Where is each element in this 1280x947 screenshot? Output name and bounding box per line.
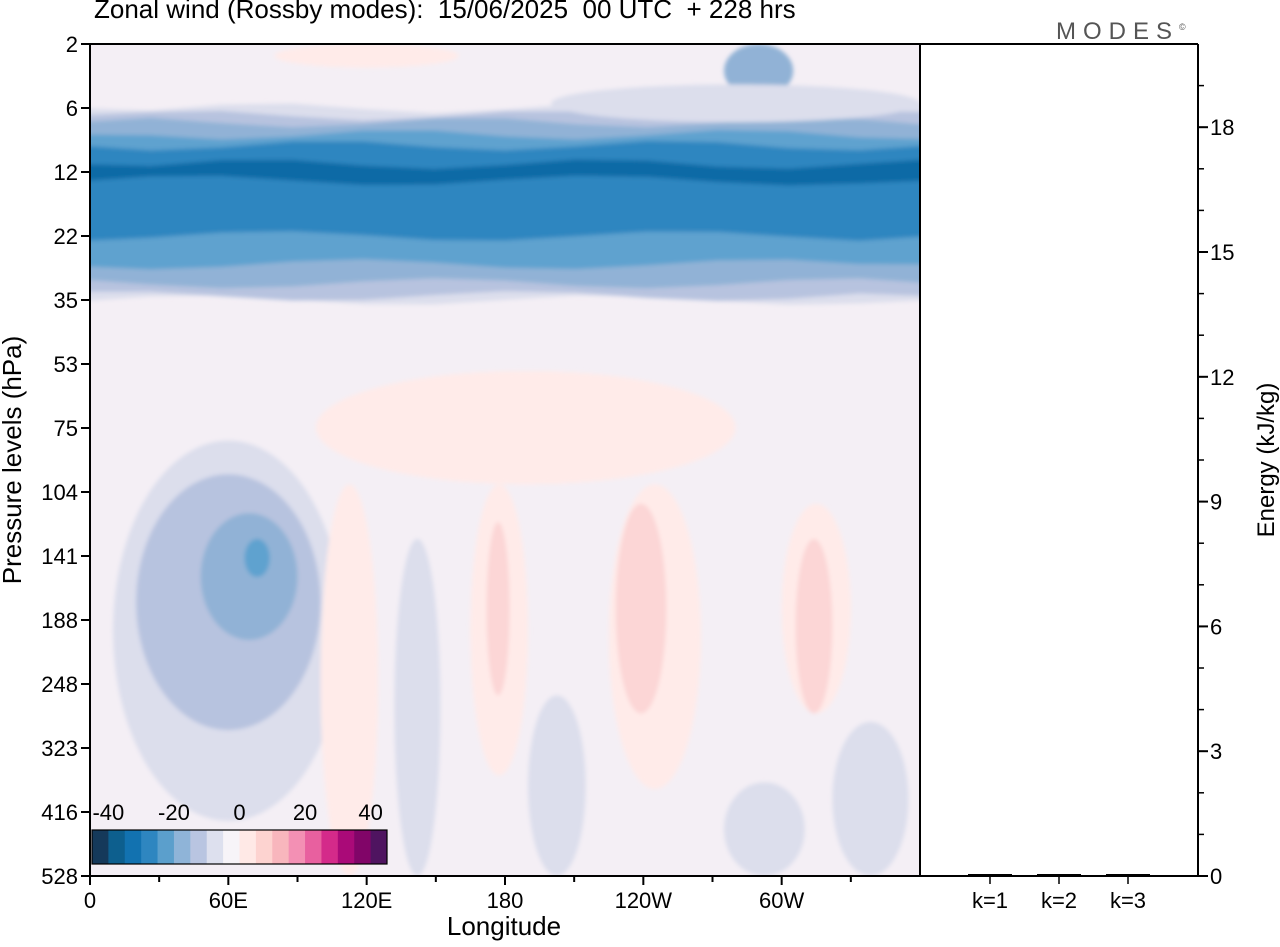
colorbar-swatch	[288, 830, 306, 864]
contour-region-neg5	[551, 84, 920, 123]
energy-bar-k2	[1037, 874, 1081, 876]
colorbar-tick-label: -20	[158, 800, 190, 825]
modes-logo: MODES©	[1056, 18, 1186, 46]
colorbar-swatch	[337, 830, 355, 864]
y-tick-label: 35	[54, 288, 78, 313]
logo-mark: ©	[1179, 22, 1186, 32]
y-tick-label: 2	[66, 32, 78, 57]
y-tick-label: 22	[54, 224, 78, 249]
contour-band-neg25	[90, 140, 920, 241]
contour-region-10	[615, 503, 667, 714]
x-axis-label: Longitude	[447, 911, 561, 941]
contour-region-neg5	[832, 721, 909, 876]
energy-tick-label: 3	[1210, 739, 1222, 764]
colorbar-swatch	[272, 830, 290, 864]
energy-tick-label: 12	[1210, 365, 1234, 390]
energy-bar-k3	[1106, 874, 1150, 876]
colorbar-swatch	[108, 830, 126, 864]
y-tick-label: 104	[41, 480, 78, 505]
colorbar-swatch	[92, 830, 109, 864]
x-tick-label: 60W	[759, 888, 804, 913]
contour-region-neg5	[394, 538, 441, 876]
x-tick-label: 0	[84, 888, 96, 913]
colorbar-swatch	[124, 830, 142, 864]
y-tick-label: 323	[41, 736, 78, 761]
contour-region-neg20	[244, 538, 270, 578]
y-tick-label: 528	[41, 864, 78, 889]
x-tick-label: 60E	[209, 888, 248, 913]
contour-band-neg30	[90, 159, 920, 186]
colorbar-swatch	[206, 830, 224, 864]
energy-bar-panel: 0 3 6 9 12 15 18 k=1 k=2 k=3	[920, 43, 1234, 913]
colorbar-swatch	[255, 830, 273, 864]
energy-tick-label: 15	[1210, 240, 1234, 265]
y-tick-label: 416	[41, 800, 78, 825]
colorbar-swatch	[239, 830, 257, 864]
y-tick-label: 141	[41, 544, 78, 569]
y-tick-label: 12	[54, 160, 78, 185]
colorbar: -40 -20 0 20 40	[91, 800, 388, 865]
energy-tick-label: 6	[1210, 614, 1222, 639]
colorbar-tick-label: 40	[358, 800, 382, 825]
axis-labels: Longitude Pressure levels (hPa) Energy (…	[0, 336, 1280, 941]
contour-region-neg15	[724, 44, 794, 98]
energy-axis-label: Energy (kJ/kg)	[1253, 383, 1280, 538]
contour-region-10	[486, 522, 510, 696]
contour-region-neg5	[528, 695, 586, 876]
contour-region-neg15	[200, 513, 298, 641]
y-axis-label: Pressure levels (hPa)	[0, 336, 27, 585]
bar-category-label: k=2	[1041, 888, 1077, 913]
x-tick-label: 180	[487, 888, 524, 913]
colorbar-swatch	[157, 830, 175, 864]
colorbar-tick-label: -40	[92, 800, 124, 825]
y-tick-label: 6	[66, 96, 78, 121]
y-tick-label: 248	[41, 672, 78, 697]
x-tick-label: 120W	[615, 888, 673, 913]
logo-text: MODES	[1056, 18, 1180, 45]
x-tick-label: 120E	[341, 888, 392, 913]
bar-category-label: k=1	[972, 888, 1008, 913]
contour-region-10	[795, 538, 833, 714]
y-tick-label: 53	[54, 352, 78, 377]
contour-region-5	[320, 484, 379, 876]
energy-tick-label: 0	[1210, 864, 1222, 889]
colorbar-swatch	[305, 830, 322, 864]
y-tick-label: 75	[54, 416, 78, 441]
colorbar-swatch	[354, 830, 372, 864]
contour-region-5	[274, 44, 459, 68]
contour-region-5	[315, 370, 736, 485]
bar-category-label: k=3	[1110, 888, 1146, 913]
energy-tick-label: 18	[1210, 115, 1234, 140]
contour-fills	[90, 44, 920, 876]
contour-region-neg5	[724, 782, 805, 876]
colorbar-swatch	[141, 830, 158, 864]
colorbar-tick-label: 0	[233, 800, 245, 825]
chart-title: Zonal wind (Rossby modes): 15/06/2025 00…	[94, 0, 796, 24]
colorbar-swatch	[370, 830, 388, 864]
colorbar-swatch	[321, 830, 339, 864]
colorbar-swatch	[190, 830, 208, 864]
energy-tick-label: 9	[1210, 490, 1222, 515]
energy-bar-k1	[968, 874, 1012, 876]
colorbar-frame	[91, 829, 388, 865]
colorbar-swatch	[173, 830, 191, 864]
colorbar-tick-label: 20	[293, 800, 317, 825]
colorbar-swatch	[223, 830, 240, 864]
y-tick-label: 188	[41, 608, 78, 633]
heatmap-plot-area	[90, 44, 920, 876]
